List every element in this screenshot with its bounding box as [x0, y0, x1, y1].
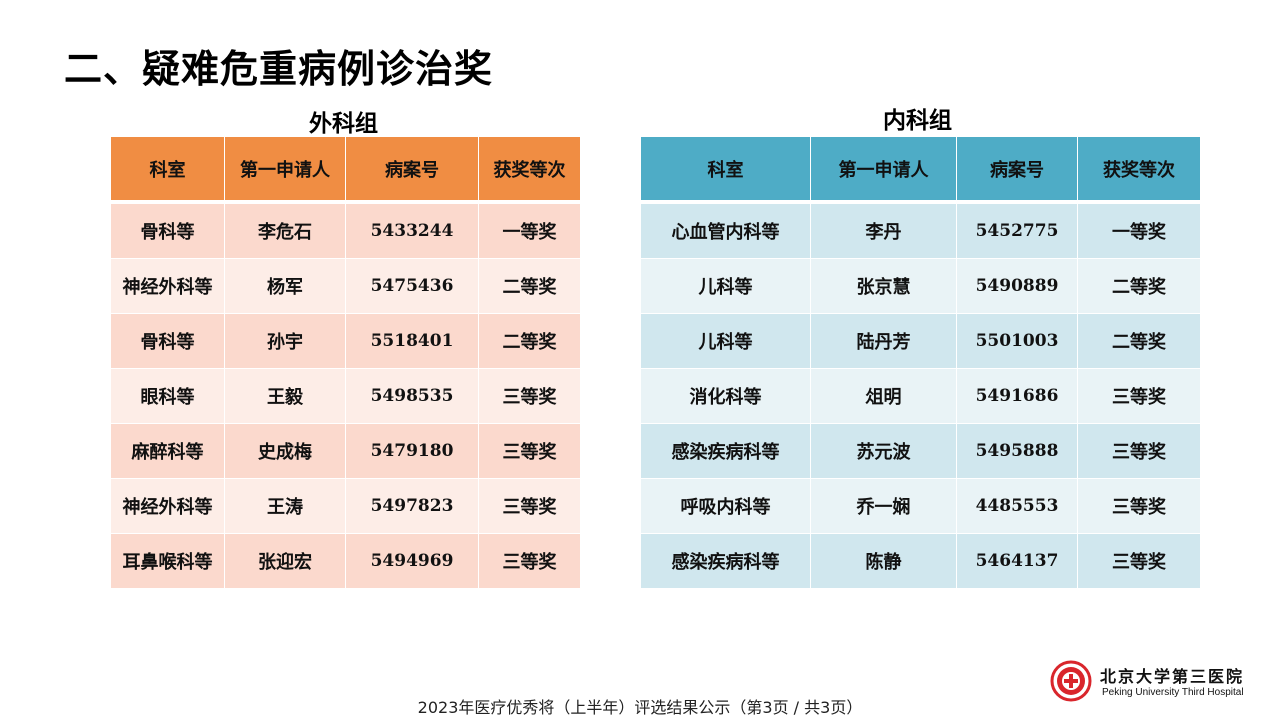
award-level-cell: 三等奖	[478, 368, 581, 424]
case-number-cell: 5518401	[345, 313, 479, 369]
award-level-cell: 一等奖	[478, 200, 581, 259]
department-cell: 神经外科等	[110, 478, 225, 534]
case-number-cell: 5497823	[345, 478, 479, 534]
department-cell: 儿科等	[640, 258, 811, 314]
applicant-cell: 陆丹芳	[810, 313, 957, 369]
award-level-cell: 二等奖	[1077, 258, 1201, 314]
table-row: 呼吸内科等 乔一娴 4485553 三等奖	[640, 478, 1201, 534]
applicant-cell: 王涛	[224, 478, 346, 534]
applicant-cell: 李丹	[810, 200, 957, 259]
department-cell: 儿科等	[640, 313, 811, 369]
award-level-cell: 三等奖	[1077, 368, 1201, 424]
column-header-award-level: 获奖等次	[478, 136, 581, 203]
case-number-cell: 5494969	[345, 533, 479, 589]
table-row: 神经外科等 杨军 5475436 二等奖	[110, 258, 581, 314]
table-row: 神经外科等 王涛 5497823 三等奖	[110, 478, 581, 534]
case-number-cell: 4485553	[956, 478, 1078, 534]
award-level-cell: 三等奖	[478, 478, 581, 534]
medicine-award-table: 科室 第一申请人 病案号 获奖等次 心血管内科等 李丹 5452775 一等奖 …	[640, 136, 1201, 589]
table-row: 眼科等 王毅 5498535 三等奖	[110, 368, 581, 424]
award-level-cell: 一等奖	[1077, 200, 1201, 259]
surgery-group-title: 外科组	[309, 111, 378, 137]
award-level-cell: 三等奖	[1077, 423, 1201, 479]
applicant-cell: 陈静	[810, 533, 957, 589]
table-row: 骨科等 李危石 5433244 一等奖	[110, 200, 581, 259]
award-level-cell: 三等奖	[1077, 533, 1201, 589]
column-header-case-number: 病案号	[956, 136, 1078, 203]
logo-name-english: Peking University Third Hospital	[1102, 687, 1244, 698]
award-level-cell: 二等奖	[478, 313, 581, 369]
hospital-logo: 北京大学第三医院 Peking University Third Hospita…	[1050, 660, 1266, 704]
department-cell: 眼科等	[110, 368, 225, 424]
column-header-department: 科室	[110, 136, 225, 203]
applicant-cell: 乔一娴	[810, 478, 957, 534]
case-number-cell: 5490889	[956, 258, 1078, 314]
department-cell: 神经外科等	[110, 258, 225, 314]
applicant-cell: 杨军	[224, 258, 346, 314]
logo-name-chinese: 北京大学第三医院	[1100, 667, 1245, 686]
page-footer: 2023年医疗优秀将（上半年）评选结果公示（第3页 / 共3页）	[417, 698, 863, 717]
award-level-cell: 三等奖	[1077, 478, 1201, 534]
case-number-cell: 5491686	[956, 368, 1078, 424]
table-row: 消化科等 俎明 5491686 三等奖	[640, 368, 1201, 424]
department-cell: 感染疾病科等	[640, 533, 811, 589]
applicant-cell: 苏元波	[810, 423, 957, 479]
table-row: 感染疾病科等 苏元波 5495888 三等奖	[640, 423, 1201, 479]
page-title: 二、疑难危重病例诊治奖	[64, 47, 494, 91]
applicant-cell: 史成梅	[224, 423, 346, 479]
department-cell: 消化科等	[640, 368, 811, 424]
department-cell: 心血管内科等	[640, 200, 811, 259]
table-row: 骨科等 孙宇 5518401 二等奖	[110, 313, 581, 369]
table-header-row: 科室 第一申请人 病案号 获奖等次	[110, 136, 581, 203]
hospital-emblem-icon	[1050, 660, 1092, 702]
award-level-cell: 二等奖	[1077, 313, 1201, 369]
case-number-cell: 5433244	[345, 200, 479, 259]
table-row: 儿科等 陆丹芳 5501003 二等奖	[640, 313, 1201, 369]
table-row: 感染疾病科等 陈静 5464137 三等奖	[640, 533, 1201, 589]
department-cell: 感染疾病科等	[640, 423, 811, 479]
surgery-award-table: 科室 第一申请人 病案号 获奖等次 骨科等 李危石 5433244 一等奖 神经…	[110, 136, 581, 589]
department-cell: 耳鼻喉科等	[110, 533, 225, 589]
table-row: 儿科等 张京慧 5490889 二等奖	[640, 258, 1201, 314]
case-number-cell: 5475436	[345, 258, 479, 314]
table-header-row: 科室 第一申请人 病案号 获奖等次	[640, 136, 1201, 203]
column-header-applicant: 第一申请人	[810, 136, 957, 203]
department-cell: 麻醉科等	[110, 423, 225, 479]
award-level-cell: 三等奖	[478, 423, 581, 479]
case-number-cell: 5501003	[956, 313, 1078, 369]
applicant-cell: 王毅	[224, 368, 346, 424]
table-row: 耳鼻喉科等 张迎宏 5494969 三等奖	[110, 533, 581, 589]
column-header-applicant: 第一申请人	[224, 136, 346, 203]
case-number-cell: 5464137	[956, 533, 1078, 589]
award-level-cell: 二等奖	[478, 258, 581, 314]
case-number-cell: 5452775	[956, 200, 1078, 259]
case-number-cell: 5479180	[345, 423, 479, 479]
case-number-cell: 5498535	[345, 368, 479, 424]
case-number-cell: 5495888	[956, 423, 1078, 479]
table-row: 麻醉科等 史成梅 5479180 三等奖	[110, 423, 581, 479]
medicine-group-title: 内科组	[883, 108, 952, 134]
column-header-award-level: 获奖等次	[1077, 136, 1201, 203]
applicant-cell: 俎明	[810, 368, 957, 424]
department-cell: 骨科等	[110, 313, 225, 369]
applicant-cell: 孙宇	[224, 313, 346, 369]
department-cell: 骨科等	[110, 200, 225, 259]
column-header-department: 科室	[640, 136, 811, 203]
award-level-cell: 三等奖	[478, 533, 581, 589]
applicant-cell: 张京慧	[810, 258, 957, 314]
column-header-case-number: 病案号	[345, 136, 479, 203]
department-cell: 呼吸内科等	[640, 478, 811, 534]
table-row: 心血管内科等 李丹 5452775 一等奖	[640, 200, 1201, 259]
applicant-cell: 李危石	[224, 200, 346, 259]
applicant-cell: 张迎宏	[224, 533, 346, 589]
